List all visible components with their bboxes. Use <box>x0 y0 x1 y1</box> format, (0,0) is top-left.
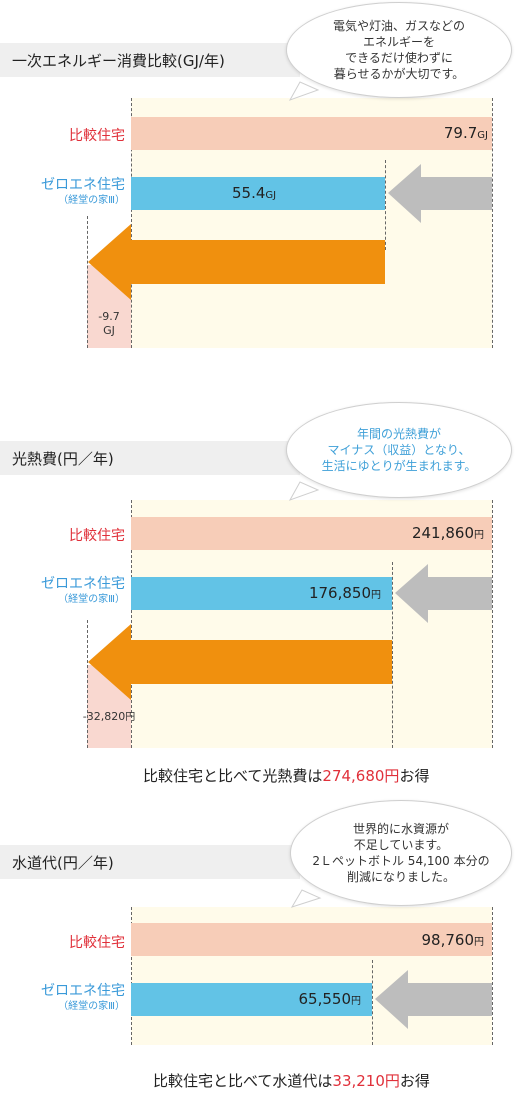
section3-zero-label: ゼロエネ住宅 （経堂の家Ⅲ） <box>41 983 125 1012</box>
section3-zero-bar <box>131 983 372 1016</box>
section3-summary: 比較住宅と比べて水道代は33,210円お得 <box>153 1072 430 1090</box>
section2-zero-value: 176,850円 <box>308 584 381 602</box>
section2-zero-label: ゼロエネ住宅 （経堂の家Ⅲ） <box>41 576 125 605</box>
section1-zero-end-line <box>385 160 386 250</box>
section2-negative-region <box>87 665 131 748</box>
section2-bubble-tail <box>288 481 320 501</box>
section1-net-value: -9.7 GJ <box>98 310 120 337</box>
section2-ref-value: 241,860円 <box>411 524 484 542</box>
section3-zero-end-line <box>372 960 373 1045</box>
section3-title: 水道代(円／年) <box>0 845 300 879</box>
section3-ref-value: 98,760円 <box>421 931 485 949</box>
section3-ref-label: 比較住宅 <box>69 935 125 951</box>
section2-summary: 比較住宅と比べて光熱費は274,680円お得 <box>143 767 430 785</box>
section1-ref-end-line <box>492 98 493 348</box>
section1-speech-bubble: 電気や灯油、ガスなどの エネルギーを できるだけ使わずに 暮らせるかが大切です。 <box>286 2 512 98</box>
section1-solar-label: 太陽光発電 65.1GJ減(-118%) <box>208 243 317 278</box>
section1-ref-value: 79.7GJ <box>443 124 488 142</box>
section3-ref-end-line <box>492 907 493 1045</box>
section2-solar-label: 太陽光発電 -209,670円減(-119%) <box>206 641 330 676</box>
section1-ref-label: 比較住宅 <box>69 128 125 144</box>
section2-ref-end-line <box>492 500 493 748</box>
section1-zero-value: 55.4GJ <box>232 184 277 202</box>
section3-reduction-note: 33,210円 (-34%) <box>429 986 479 1013</box>
section3-speech-bubble: 世界的に水資源が 不足しています。 2Ｌペットボトル 54,100 本分の 削減… <box>290 800 512 906</box>
section2-zero-end-line <box>392 562 393 748</box>
section2-net-value: -32,820円 <box>82 710 136 723</box>
section2-ref-label: 比較住宅 <box>69 528 125 544</box>
section3-zero-line <box>131 907 132 1045</box>
section1-net-line <box>87 216 88 348</box>
section3-ref-bar <box>131 923 492 956</box>
section1-zero-line <box>131 98 132 348</box>
section1-reduction-note: 24.3GJ減 (-30%) <box>431 180 479 207</box>
section2-title: 光熱費(円／年) <box>0 441 300 475</box>
section2-net-line <box>87 620 88 748</box>
section2-zero-bar <box>131 577 392 610</box>
section2-speech-bubble: 年間の光熱費が マイナス（収益）となり、 生活にゆとりが生まれます。 <box>286 402 512 498</box>
section1-title: 一次エネルギー消費比較(GJ/年) <box>0 43 300 77</box>
section2-ref-bar <box>131 517 492 550</box>
section3-zero-value: 65,550円 <box>298 990 362 1008</box>
section2-reduction-note: 65,010円 (-27%) <box>431 580 481 607</box>
section1-ref-bar <box>131 117 492 150</box>
section1-zero-bar <box>131 177 385 210</box>
section3-bubble-tail <box>290 889 322 908</box>
section1-zero-label: ゼロエネ住宅 （経堂の家Ⅲ） <box>41 177 125 206</box>
